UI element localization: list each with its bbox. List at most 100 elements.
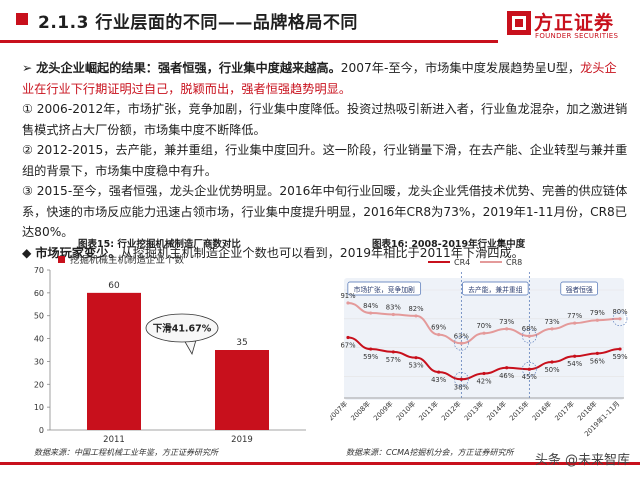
paragraph-players: ◆ 市场玩家变少。从挖掘机主机制造企业个数也可以看到，2019年相比于2011年… [22,243,628,264]
cr8-point [618,317,622,321]
y-tick-label: 70 [34,266,44,275]
cr8-data-label: 77% [567,312,583,320]
bar [87,292,141,430]
cr8-data-label: 73% [544,318,560,326]
legend-label-cr8: CR8 [506,258,522,267]
bar-legend: 挖掘机械主机制造企业个数 [58,254,185,266]
paragraph-phase-2: ② 2012-2015，去产能，兼并重组，行业集中度回升。这一阶段，行业销量下滑… [22,143,628,178]
x-tick-label: 2017年 [553,399,577,423]
x-tick-label: 2009年 [371,399,395,423]
figure16-source: 数据来源：CCMA挖掘机分会，方正证券研究所 [346,448,514,457]
cr4-data-label: 57% [386,356,402,364]
phase-label-box [560,281,598,296]
cr8-point [414,314,418,318]
cr8-point [391,312,395,317]
cr8-point [459,341,463,345]
x-tick-label: 2015年 [507,399,531,423]
x-tick-label: 2016年 [530,399,554,423]
cr4-data-label: 67% [340,342,356,350]
page-header: 2.1.3 行业层面的不同——品牌格局不同 方正证券 FOUNDER SECUR… [0,0,640,52]
line-chart: 市场扩张，竞争加剧 去产能，兼并重组 强者恒强 CR4 CR8 91% 84% 83% 82% 6… [330,258,628,438]
title-rule [0,40,498,43]
cr4-data-label: 53% [408,362,424,370]
cr8-point [437,333,441,337]
cr4-point [482,371,486,376]
phase-region [457,278,534,400]
bar-data-label: 35 [236,338,247,348]
bar-chart: 0 10 20 30 40 50 60 70 挖掘机械主机制造企业个数 60 2011 35 2019 下… [34,254,306,444]
body-text: ➢ 龙头企业崛起的结果：强者恒强，行业集中度越来越高。2007年-至今，市场集中… [22,58,628,263]
highlight-ring [522,328,537,344]
arrow-bullet-icon: ➢ [22,61,33,75]
watermark: 头条 @未来智库 [534,453,630,468]
callout-bubble [145,313,219,343]
cr4-point [346,335,350,340]
cr4-point [595,351,599,355]
legend-label: 挖掘机械主机制造企业个数 [70,254,185,266]
paragraph-intro: ➢ 龙头企业崛起的结果：强者恒强，行业集中度越来越高。2007年-至今，市场集中… [22,58,628,99]
x-tick-label: 2014年 [485,399,509,423]
y-tick-label: 20 [34,380,44,389]
logo: 方正证券 FOUNDER SECURITIES [500,6,636,46]
x-tick-label: 2013年 [462,399,486,423]
cr4-data-label: 59% [612,353,628,361]
players-lead: 市场玩家变少。 [35,245,121,260]
logo-name-en: FOUNDER SECURITIES [535,32,619,40]
cr4-point [505,366,509,370]
diamond-bullet-icon: ◆ [22,245,32,260]
y-tick-label: 0 [39,426,44,435]
cr4-point [618,347,622,351]
bar-data-label: 60 [108,281,120,291]
x-tick-label: 2007年 [330,399,350,423]
line-legend: CR4 CR8 [428,258,522,267]
cr8-data-label: 84% [363,302,379,310]
decline-callout: 下滑41.67% [145,313,219,356]
logo-icon [507,11,531,35]
cr4-point [369,347,373,351]
y-tick-label: 10 [34,403,44,412]
figure16-caption: 图表16: 2008-2019年行业集中度 [372,239,526,250]
cr4-data-label: 59% [363,353,379,361]
cr4-data-label: 42% [476,378,492,386]
cr8-point [573,321,577,325]
cr4-data-label: 56% [590,357,606,365]
phase-label: 市场扩张，竞争加剧 [354,285,415,294]
players-text: 从挖掘机主机制造企业个数也可以看到，2019年相比于2011年下滑四成。 [120,245,524,260]
cr4-point [527,367,531,371]
phase-label: 强者恒强 [566,285,593,294]
phase-region [344,278,466,400]
cr8-data-label: 70% [476,322,492,330]
cr4-point [459,377,463,381]
x-tick-label: 2019 [231,435,253,444]
highlight-ring [454,371,469,387]
highlight-ring [522,361,537,377]
x-tick-label: 2008年 [349,399,373,423]
logo-name-cn: 方正证券 [534,12,615,34]
phase-region [525,278,624,400]
intro-highlight: 龙头企业在行业下行期证明过自己，脱颖而出，强者恒强趋势明显。 [22,61,617,96]
cr8-point [505,327,509,331]
paragraph-phase-3: ③ 2015-至今，强者恒强，龙头企业优势明显。2016年中旬行业回暖，龙头企业… [22,184,628,239]
cr4-data-label: 54% [567,360,583,368]
legend-label-cr4: CR4 [454,258,470,267]
y-tick-label: 30 [34,357,44,366]
cr4-data-label: 50% [544,366,560,374]
phase-label-box [347,281,422,296]
figure15-source: 数据来源：中国工程机械工业年鉴，方正证券研究所 [34,448,218,457]
legend-swatch [58,256,65,263]
phase-label: 去产能，兼并重组 [468,285,523,294]
paragraph-phase-1: ① 2006-2012年，市场扩张，竞争加剧，行业集中度降低。投资过热吸引新进入… [22,102,628,137]
intro-lead: 龙头企业崛起的结果：强者恒强，行业集中度越来越高。 [36,61,341,75]
cr4-data-label: 38% [454,383,470,391]
callout-text: 下滑41.67% [153,323,212,335]
cr4-point [391,350,395,354]
cr4-point [550,360,554,364]
x-tick-label: 2012年 [439,399,463,423]
cr8-point [482,331,486,335]
cr4-data-label: 45% [522,373,538,381]
y-tick-label: 60 [34,289,44,298]
bar [215,350,269,430]
y-tick-label: 50 [34,312,44,321]
cr4-data-label: 43% [431,376,447,384]
y-tick-label: 40 [34,335,44,344]
